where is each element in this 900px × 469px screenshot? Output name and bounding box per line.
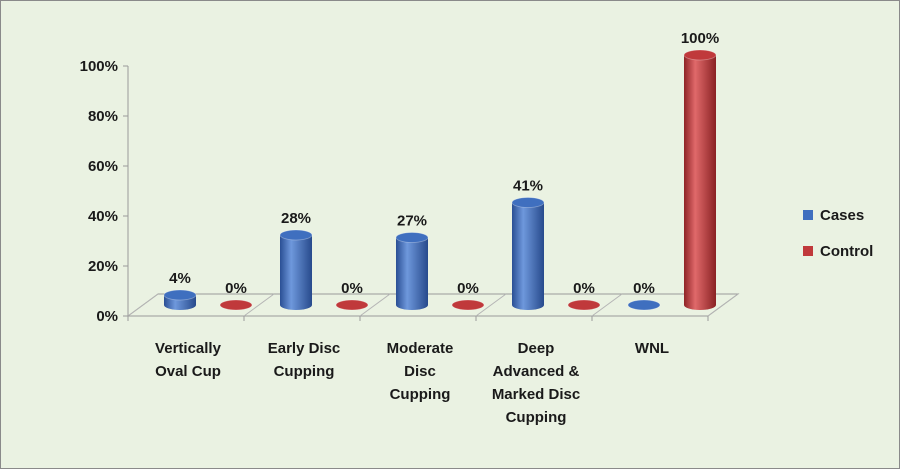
bar-body xyxy=(512,202,544,310)
floor-separator xyxy=(707,293,739,317)
bar-top xyxy=(279,229,313,241)
y-tick-label: 100% xyxy=(80,58,118,75)
bar-top xyxy=(219,299,253,311)
bar-control-0 xyxy=(219,299,253,311)
floor-separator xyxy=(359,293,391,317)
bar-cases-1 xyxy=(279,229,313,310)
floor-separator xyxy=(127,293,159,317)
data-label: 0% xyxy=(573,280,595,297)
x-category-label: Early Disc Cupping xyxy=(268,340,341,380)
data-label: 0% xyxy=(457,280,479,297)
bar-control-1 xyxy=(335,299,369,311)
category-labels: Vertically Oval Cup Early Disc Cupping Moder… xyxy=(155,340,669,426)
bar-body xyxy=(396,237,428,310)
y-tick-label: 40% xyxy=(88,208,118,225)
data-label: 41% xyxy=(513,178,543,195)
bar-top xyxy=(683,49,717,61)
bar-cases-2 xyxy=(395,232,429,310)
x-category-label: Vertically Oval Cup xyxy=(155,340,222,380)
floor-separator xyxy=(475,293,507,317)
data-label: 0% xyxy=(633,280,655,297)
data-label: 27% xyxy=(397,213,427,230)
data-label: 0% xyxy=(341,280,363,297)
bar-body xyxy=(684,55,716,310)
bar-control-2 xyxy=(451,299,485,311)
y-tick-label: 0% xyxy=(96,308,118,325)
y-tick-label: 20% xyxy=(88,258,118,275)
bar-top xyxy=(395,232,429,243)
data-label: 4% xyxy=(169,270,191,287)
bar-top xyxy=(627,299,661,311)
bar-series: 4% 28% 27% 41% 0% 0% 0% 0% 0% 100% xyxy=(163,30,719,311)
legend-label-control: Control xyxy=(820,243,873,260)
bar-control-3 xyxy=(567,299,601,311)
y-tick-label: 60% xyxy=(88,158,118,175)
x-category-label: WNL xyxy=(635,340,669,357)
legend-swatch-cases xyxy=(803,210,813,220)
floor-separators xyxy=(127,293,739,321)
data-label: 100% xyxy=(681,30,719,47)
legend-swatch-control xyxy=(803,246,813,256)
bar-top xyxy=(163,289,197,301)
legend: Cases Control xyxy=(803,207,873,260)
bar-top xyxy=(511,197,545,208)
x-category-label: Moderate Disc Cupping xyxy=(387,340,454,403)
legend-label-cases: Cases xyxy=(820,207,864,224)
bar-top xyxy=(567,299,601,311)
bar-body xyxy=(280,235,312,310)
floor-separator xyxy=(243,293,275,317)
x-category-label: Deep Advanced & Marked Disc Cupping xyxy=(492,340,580,426)
y-tick-label: 80% xyxy=(88,108,118,125)
bar-top xyxy=(335,299,369,311)
bar-control-4 xyxy=(683,49,717,310)
bar-cases-3 xyxy=(511,197,545,310)
floor-separator xyxy=(591,293,623,317)
data-label: 28% xyxy=(281,210,311,227)
bar-top xyxy=(451,299,485,311)
y-axis-ticks: 0% 20% 40% 60% 80% 100% xyxy=(80,58,128,325)
bar-cases-0 xyxy=(163,289,197,310)
data-label: 0% xyxy=(225,280,247,297)
bar-cases-4 xyxy=(627,299,661,311)
